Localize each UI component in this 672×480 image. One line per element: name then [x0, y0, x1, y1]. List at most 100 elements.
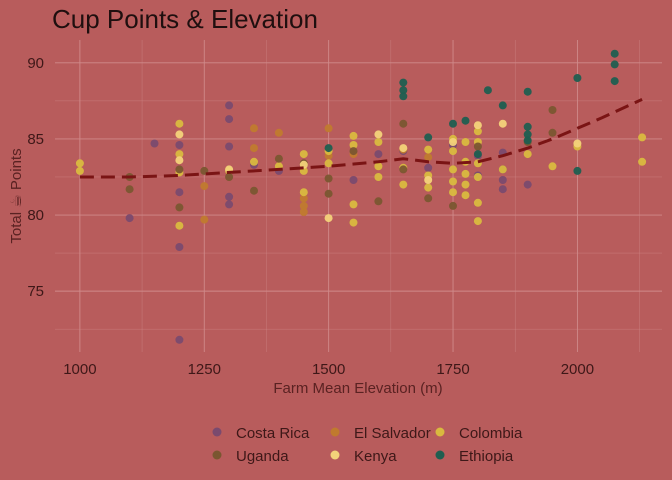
point-kenya [449, 138, 457, 146]
point-costa-rica [424, 163, 433, 172]
point-colombia [461, 169, 470, 178]
x-tick-label: 1500 [312, 361, 345, 378]
legend-swatch [435, 427, 445, 437]
point-colombia [461, 191, 470, 200]
point-ethiopia [523, 130, 532, 139]
point-ethiopia [610, 60, 619, 69]
legend-swatch [330, 427, 340, 437]
legend-item-ethiopia: Ethiopia [435, 448, 514, 465]
point-costa-rica [225, 101, 234, 110]
point-uganda [424, 194, 433, 203]
point-colombia [175, 150, 184, 159]
point-colombia [374, 173, 383, 181]
legend-swatch [212, 427, 222, 437]
point-costa-rica [225, 200, 234, 209]
legend-label: Kenya [354, 448, 397, 465]
point-uganda [349, 147, 358, 156]
point-ethiopia [399, 78, 408, 87]
point-colombia [349, 200, 358, 209]
point-el-salvador [200, 215, 209, 224]
legend-label: Ethiopia [459, 448, 514, 465]
point-ethiopia [461, 116, 470, 125]
point-colombia [638, 133, 647, 142]
point-colombia [250, 157, 258, 166]
point-costa-rica [523, 180, 532, 189]
x-tick-label: 2000 [561, 361, 594, 378]
point-uganda [548, 106, 557, 114]
point-colombia [75, 166, 84, 175]
point-colombia [449, 165, 457, 174]
x-axis-label: Farm Mean Elevation (m) [273, 380, 442, 397]
point-ethiopia [424, 133, 433, 142]
point-colombia [473, 217, 482, 226]
x-tick-label: 1000 [63, 361, 96, 378]
legend-item-el-salvador: El Salvador [330, 425, 431, 442]
grid [55, 40, 662, 352]
point-ethiopia [523, 122, 532, 131]
point-colombia [324, 159, 333, 168]
point-ethiopia [473, 150, 482, 159]
point-costa-rica [175, 335, 184, 344]
point-costa-rica [374, 150, 383, 159]
point-ethiopia [523, 136, 532, 145]
point-kenya [473, 121, 482, 130]
legend-label: El Salvador [354, 425, 431, 442]
point-kenya [324, 214, 333, 223]
point-el-salvador [200, 182, 209, 191]
point-colombia [473, 198, 482, 207]
point-uganda [399, 119, 408, 128]
point-el-salvador [250, 124, 258, 133]
point-colombia [175, 221, 184, 230]
point-colombia [461, 138, 470, 146]
point-uganda [274, 154, 283, 163]
x-tick-label: 1750 [436, 361, 469, 378]
point-kenya [399, 144, 408, 153]
point-uganda [374, 197, 383, 206]
point-colombia [449, 188, 457, 197]
point-el-salvador [274, 128, 283, 137]
axis-ticks: 1000 1250 1500 1750 2000 75 80 85 90 [27, 55, 594, 378]
point-el-salvador [424, 153, 433, 162]
point-colombia [349, 141, 358, 149]
legend-item-kenya: Kenya [330, 448, 397, 465]
point-costa-rica [175, 243, 184, 251]
point-uganda [324, 189, 333, 198]
point-ethiopia [449, 119, 457, 128]
point-uganda [175, 165, 184, 174]
legend-label: Colombia [459, 425, 523, 442]
points-layer [75, 49, 647, 344]
point-uganda [250, 186, 258, 195]
point-uganda [175, 203, 184, 212]
point-colombia [349, 218, 358, 227]
point-el-salvador [299, 208, 308, 216]
point-colombia [175, 119, 184, 128]
point-el-salvador [299, 194, 308, 203]
point-uganda [125, 185, 134, 194]
point-colombia [374, 162, 383, 171]
point-ethiopia [483, 86, 492, 95]
legend-swatch [330, 450, 340, 460]
point-ethiopia [573, 166, 582, 175]
legend-label: Costa Rica [236, 425, 310, 442]
point-colombia [498, 165, 507, 174]
point-kenya [175, 156, 184, 165]
point-ethiopia [324, 144, 333, 153]
point-colombia [461, 180, 470, 189]
y-tick-label: 75 [27, 283, 44, 300]
chart-title: Cup Points & Elevation [52, 4, 318, 34]
legend-swatch [212, 450, 222, 460]
point-uganda [399, 165, 408, 174]
legend: Costa Rica El Salvador Colombia Uganda Kenya… [212, 425, 523, 465]
point-costa-rica [125, 214, 134, 223]
point-kenya [175, 130, 184, 139]
point-colombia [374, 138, 383, 146]
legend-label: Uganda [236, 448, 289, 465]
y-axis-label: Total ☕ Points [8, 148, 25, 243]
point-ethiopia [399, 92, 408, 101]
point-costa-rica [225, 192, 234, 201]
point-costa-rica [175, 141, 184, 149]
point-colombia [75, 159, 84, 168]
point-uganda [225, 173, 234, 181]
point-el-salvador [324, 124, 333, 133]
